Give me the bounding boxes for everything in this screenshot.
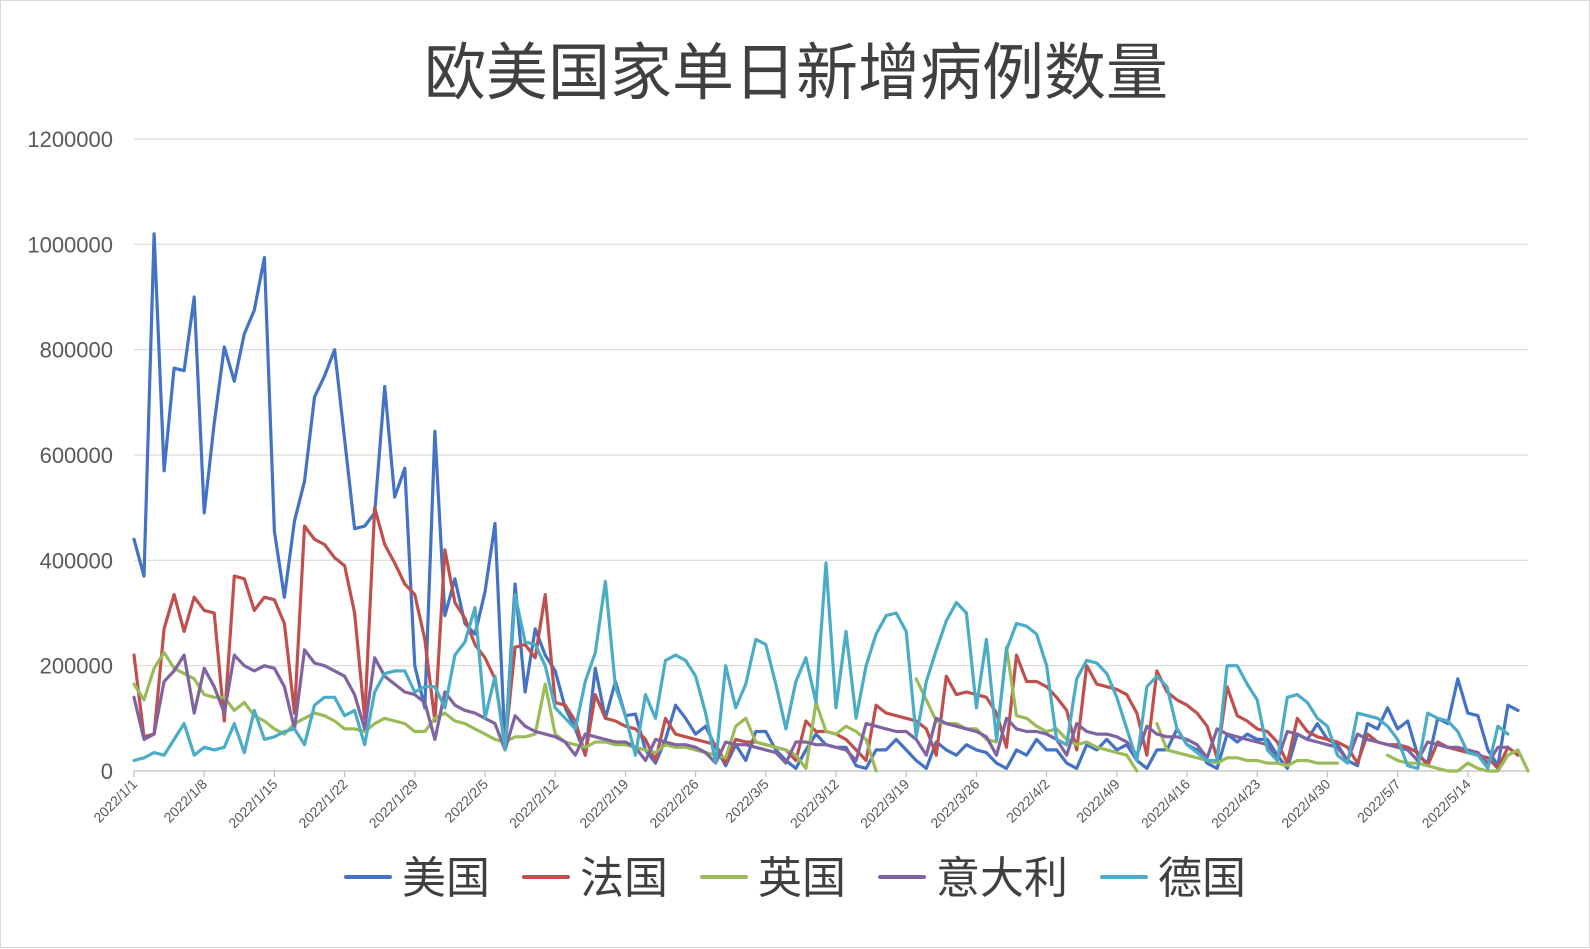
x-tick-label: 2022/3/12 [787, 776, 843, 832]
series-segment [914, 645, 1139, 773]
y-tick-label: 200000 [40, 654, 113, 679]
y-tick-label: 800000 [40, 338, 113, 363]
x-tick-label: 2022/5/14 [1419, 776, 1475, 832]
x-tick-label: 2022/2/5 [441, 776, 491, 826]
y-tick-label: 0 [101, 759, 113, 784]
x-tick-label: 2022/5/7 [1354, 776, 1404, 826]
series-segment [132, 561, 1510, 771]
x-tick-label: 2022/4/23 [1208, 776, 1264, 832]
x-tick-label: 2022/2/12 [506, 776, 562, 832]
x-tick-label: 2022/4/30 [1278, 776, 1334, 832]
y-tick-label: 1000000 [27, 232, 113, 257]
x-tick-label: 2022/4/2 [1003, 776, 1053, 826]
legend-label: 美国 [402, 853, 490, 904]
chart-title: 欧美国家单日新增病例数量 [424, 36, 1168, 109]
y-tick-label: 600000 [40, 443, 113, 468]
x-tick-label: 2022/3/26 [927, 776, 983, 832]
legend-item: 美国 [344, 853, 490, 904]
x-tick-label: 2022/4/9 [1073, 776, 1123, 826]
legend-label: 德国 [1158, 853, 1246, 904]
x-tick-label: 2022/1/1 [90, 776, 140, 826]
legend-label: 意大利 [936, 853, 1068, 904]
x-tick-label: 2022/3/5 [722, 776, 772, 826]
y-tick-label: 1200000 [27, 127, 113, 152]
x-tick-label: 2022/1/22 [295, 776, 351, 832]
legend-item: 德国 [1100, 853, 1246, 904]
legend-label: 英国 [758, 853, 846, 904]
x-tick-label: 2022/1/15 [225, 776, 281, 832]
x-tick-label: 2022/2/19 [576, 776, 632, 832]
series-segment [1385, 748, 1530, 773]
series-line [132, 232, 1520, 771]
series-lines [132, 232, 1530, 773]
y-tick-label: 400000 [40, 548, 113, 573]
series-segment [132, 232, 1520, 771]
legend-item: 意大利 [878, 853, 1068, 904]
series-segment [1155, 721, 1340, 768]
x-tick-label: 2022/3/19 [857, 776, 913, 832]
x-tick-label: 2022/1/8 [160, 776, 210, 826]
x-tick-label: 2022/1/29 [366, 776, 422, 832]
legend-item: 英国 [700, 853, 846, 904]
legend: 美国 法国 英国 意大利 德国 [344, 853, 1246, 904]
legend-item: 法国 [522, 853, 668, 904]
legend-label: 法国 [580, 853, 668, 904]
x-tick-label: 2022/4/16 [1138, 776, 1194, 832]
x-tick-label: 2022/2/26 [646, 776, 702, 832]
gridlines [134, 138, 1528, 667]
series-line [132, 561, 1510, 771]
